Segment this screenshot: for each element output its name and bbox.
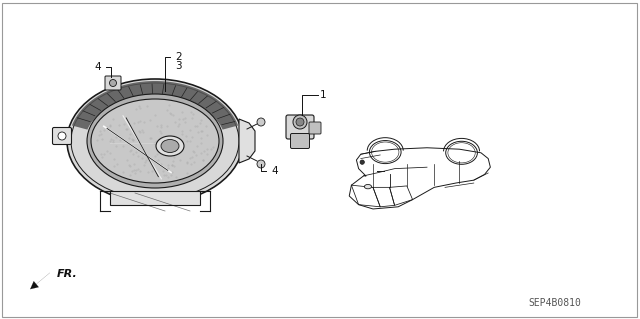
- Text: 3: 3: [175, 61, 182, 71]
- Text: 4: 4: [94, 62, 101, 72]
- FancyBboxPatch shape: [105, 76, 121, 90]
- Circle shape: [293, 115, 307, 129]
- Circle shape: [296, 118, 304, 126]
- Text: FR.: FR.: [57, 269, 77, 279]
- Text: 4: 4: [271, 166, 278, 176]
- Polygon shape: [239, 119, 255, 163]
- FancyBboxPatch shape: [291, 133, 310, 149]
- Text: 1: 1: [320, 90, 326, 100]
- Ellipse shape: [91, 99, 219, 183]
- Ellipse shape: [68, 80, 242, 202]
- FancyBboxPatch shape: [309, 122, 321, 134]
- Polygon shape: [72, 81, 238, 130]
- Ellipse shape: [156, 136, 184, 156]
- Circle shape: [360, 160, 364, 164]
- FancyBboxPatch shape: [286, 115, 314, 139]
- FancyBboxPatch shape: [52, 128, 72, 145]
- Circle shape: [109, 79, 116, 86]
- Ellipse shape: [87, 94, 223, 188]
- Ellipse shape: [364, 184, 372, 189]
- Text: SEP4B0810: SEP4B0810: [529, 298, 581, 308]
- Circle shape: [257, 160, 265, 168]
- Circle shape: [257, 118, 265, 126]
- Text: 2: 2: [175, 52, 182, 62]
- Ellipse shape: [161, 139, 179, 152]
- FancyBboxPatch shape: [110, 191, 200, 205]
- Circle shape: [58, 132, 66, 140]
